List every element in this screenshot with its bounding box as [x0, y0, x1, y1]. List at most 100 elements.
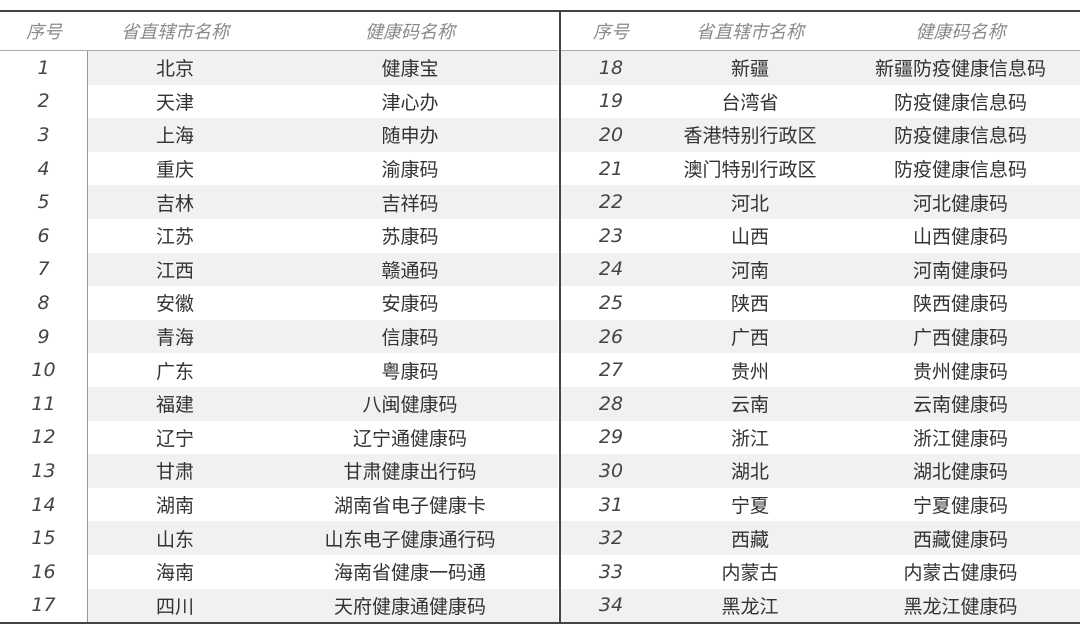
table-row: 3 上海 随申办 [0, 118, 558, 152]
row-province: 海南 [155, 562, 194, 585]
header-code: 健康码名称 [915, 22, 1006, 43]
row-index: 25 [598, 291, 624, 314]
row-code: 防疫健康信息码 [839, 118, 1080, 152]
table-row: 31 宁夏 宁夏健康码 [561, 488, 1080, 522]
row-index: 18 [561, 51, 661, 85]
row-province: 河南 [661, 252, 839, 287]
table-row: 14 湖南 湖南省电子健康卡 [0, 487, 558, 522]
row-province: 天津 [155, 91, 194, 114]
row-index: 19 [598, 90, 624, 113]
row-province: 台湾省 [721, 91, 779, 114]
row-province: 北京 [88, 51, 262, 85]
row-province: 四川 [88, 588, 262, 623]
row-code: 湖北健康码 [839, 454, 1080, 488]
row-province: 云南 [661, 386, 839, 421]
row-code: 苏康码 [381, 226, 439, 249]
row-province: 安徽 [155, 293, 194, 316]
table-right-half: 序号 省直辖市名称 健康码名称 18 新疆 新疆防疫健康信息码 19 台湾省 防疫健康信息… [559, 12, 1080, 623]
row-province: 黑龙江 [661, 588, 839, 623]
row-code: 河北健康码 [839, 185, 1080, 219]
table-row: 34 黑龙江 黑龙江健康码 [561, 588, 1080, 623]
row-province: 广西 [661, 319, 839, 354]
row-province: 香港特别行政区 [661, 118, 839, 152]
table-row: 23 山西 山西健康码 [561, 219, 1080, 253]
table-row: 7 江西 赣通码 [0, 252, 558, 287]
table-row: 18 新疆 新疆防疫健康信息码 [561, 51, 1080, 85]
table-row: 15 山东 山东电子健康通行码 [0, 521, 558, 555]
row-province: 宁夏 [730, 495, 769, 518]
row-province: 江苏 [155, 226, 194, 249]
table-row: 29 浙江 浙江健康码 [561, 421, 1080, 455]
row-index: 24 [561, 252, 661, 287]
row-index: 2 [0, 84, 88, 119]
row-index: 34 [561, 588, 661, 623]
row-province: 新疆 [661, 51, 839, 85]
header-index: 序号 [26, 22, 62, 43]
row-code: 八闽健康码 [262, 386, 558, 421]
row-province: 贵州 [730, 360, 769, 383]
row-index: 8 [0, 286, 88, 320]
table-row: 10 广东 粤康码 [0, 353, 558, 387]
row-province: 吉林 [88, 185, 262, 219]
header-province: 省直辖市名称 [121, 22, 229, 43]
row-code: 黑龙江健康码 [839, 588, 1080, 623]
table-row: 12 辽宁 辽宁通健康码 [0, 420, 558, 455]
row-province: 青海 [88, 319, 262, 354]
table-row: 1 北京 健康宝 [0, 51, 558, 85]
header-row: 序号 省直辖市名称 健康码名称 [0, 12, 558, 51]
row-code: 甘肃健康出行码 [262, 454, 558, 488]
row-code: 陕西健康码 [912, 293, 1008, 316]
row-index: 26 [561, 319, 661, 354]
table-row: 8 安徽 安康码 [0, 286, 558, 320]
row-index: 14 [0, 487, 88, 522]
row-code: 渝康码 [381, 159, 439, 182]
table-row: 33 内蒙古 内蒙古健康码 [561, 555, 1080, 589]
row-province: 澳门特别行政区 [683, 159, 817, 182]
row-index: 11 [0, 386, 88, 421]
row-index: 31 [598, 493, 624, 516]
row-index: 12 [0, 420, 88, 455]
table-row: 4 重庆 渝康码 [0, 151, 558, 186]
row-code: 吉祥码 [262, 185, 558, 219]
row-index: 21 [598, 157, 624, 180]
table-row: 21 澳门特别行政区 防疫健康信息码 [561, 152, 1080, 186]
row-code: 宁夏健康码 [912, 495, 1008, 518]
row-province: 湖南 [155, 495, 194, 518]
table-row: 28 云南 云南健康码 [561, 386, 1080, 421]
table-row: 13 甘肃 甘肃健康出行码 [0, 454, 558, 488]
table-row: 17 四川 天府健康通健康码 [0, 588, 558, 623]
row-province: 西藏 [661, 521, 839, 555]
table-row: 5 吉林 吉祥码 [0, 185, 558, 219]
row-index: 7 [0, 252, 88, 287]
row-index: 4 [0, 151, 88, 186]
row-code: 津心办 [381, 91, 439, 114]
row-index: 6 [0, 218, 88, 253]
row-index: 17 [0, 588, 88, 623]
table-row: 25 陕西 陕西健康码 [561, 286, 1080, 320]
row-code: 山西健康码 [912, 226, 1008, 249]
row-code: 山东电子健康通行码 [262, 521, 558, 555]
row-index: 16 [0, 554, 88, 589]
row-province: 河北 [661, 185, 839, 219]
table-row: 27 贵州 贵州健康码 [561, 353, 1080, 387]
row-index: 3 [0, 118, 88, 152]
row-index: 13 [0, 454, 88, 488]
table-row: 2 天津 津心办 [0, 84, 558, 119]
row-province: 重庆 [155, 159, 194, 182]
table-body-right: 18 新疆 新疆防疫健康信息码 19 台湾省 防疫健康信息码 20 香港特别行政区 防疫健康信息… [561, 51, 1080, 623]
row-index: 23 [598, 224, 624, 247]
row-province: 陕西 [730, 293, 769, 316]
table-body-left: 1 北京 健康宝 2 天津 津心办 3 上海 随申办 4 重庆 渝康码 5 吉林 吉祥码 6 江苏 苏康码 7 江西赣… [0, 51, 558, 623]
row-code: 辽宁通健康码 [352, 427, 467, 450]
row-province: 福建 [88, 386, 262, 421]
table-row: 6 江苏 苏康码 [0, 218, 558, 253]
row-province: 上海 [88, 118, 262, 152]
table-row: 11 福建 八闽健康码 [0, 386, 558, 421]
row-code: 新疆防疫健康信息码 [839, 51, 1080, 85]
row-code: 信康码 [262, 319, 558, 354]
row-code: 内蒙古健康码 [903, 562, 1018, 585]
row-index: 9 [0, 319, 88, 354]
header-index: 序号 [593, 22, 629, 43]
row-province: 湖北 [661, 454, 839, 488]
row-code: 贵州健康码 [912, 360, 1008, 383]
